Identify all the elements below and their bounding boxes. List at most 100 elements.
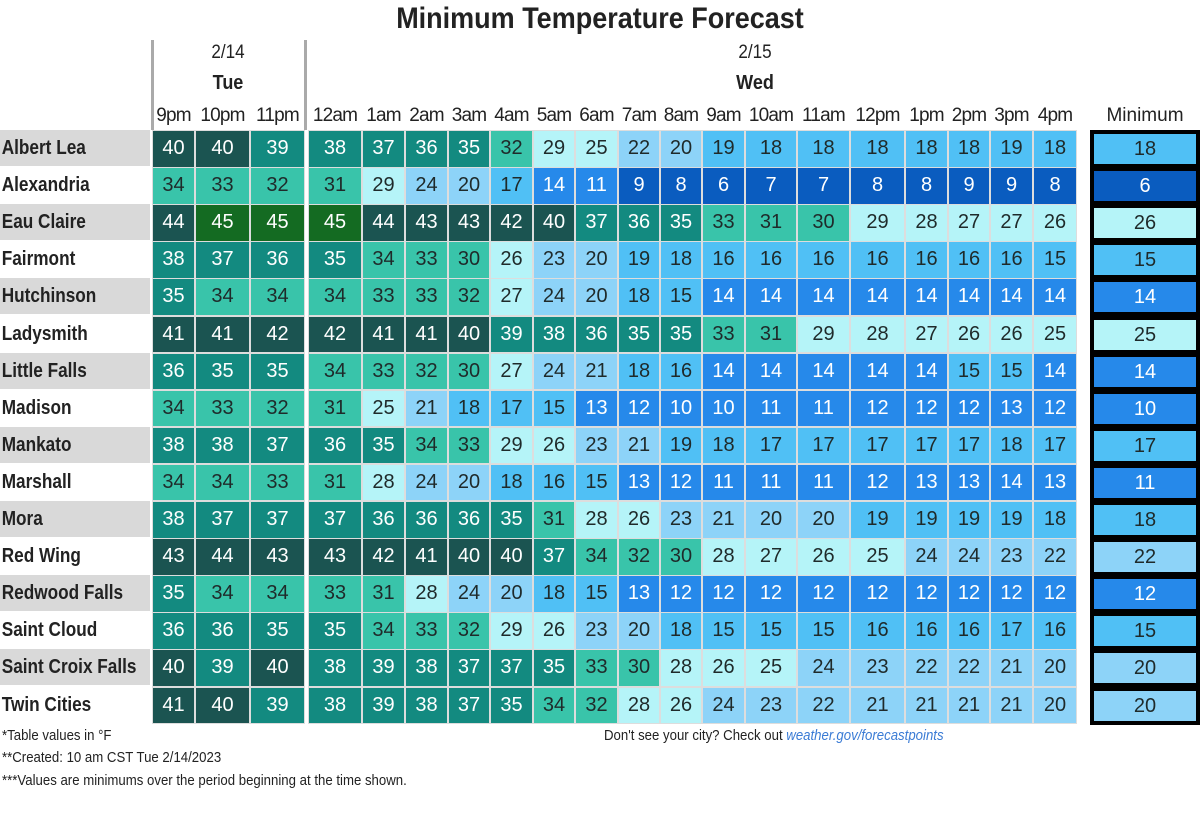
temperature-cell: 33 <box>702 204 745 242</box>
temperature-cell: 40 <box>448 315 490 354</box>
minimum-cell: 18 <box>1090 130 1200 169</box>
city-name: Redwood Falls <box>0 575 150 612</box>
temperature-cell: 20 <box>1033 649 1077 687</box>
temperature-cell: 36 <box>250 241 305 279</box>
city-name-text: Eau Claire <box>1 211 86 234</box>
column-header-6am: 6am <box>579 105 614 126</box>
temperature-cell: 19 <box>905 501 948 539</box>
temperature-cell: 18 <box>618 352 660 391</box>
temperature-cell: 12 <box>660 463 702 502</box>
temperature-cell: 33 <box>308 575 362 613</box>
temperature-cell: 16 <box>533 463 575 502</box>
temperature-cell: 18 <box>490 463 533 502</box>
city-name-text: Saint Croix Falls <box>1 656 137 679</box>
minimum-cell: 15 <box>1090 241 1200 280</box>
temperature-cell: 43 <box>152 538 195 576</box>
temperature-cell: 13 <box>1033 463 1077 502</box>
temperature-cell: 6 <box>702 167 745 205</box>
temperature-cell: 19 <box>990 130 1033 168</box>
temperature-cell: 29 <box>362 167 405 205</box>
temperature-cell: 30 <box>448 352 490 391</box>
column-header-4am: 4am <box>494 105 529 126</box>
temperature-cell: 31 <box>533 501 575 539</box>
temperature-cell: 18 <box>533 575 575 613</box>
minimum-cell: 25 <box>1090 315 1200 354</box>
temperature-cell: 23 <box>745 686 797 725</box>
temperature-cell: 15 <box>575 575 618 613</box>
temperature-cell: 38 <box>533 315 575 354</box>
day-divider <box>151 40 154 130</box>
temperature-cell: 41 <box>152 315 195 354</box>
column-header-4pm: 4pm <box>1037 105 1073 126</box>
temperature-cell: 21 <box>990 686 1033 725</box>
temperature-cell: 17 <box>797 426 850 465</box>
temperature-cell: 11 <box>797 389 850 428</box>
city-name: Saint Cloud <box>0 612 150 649</box>
minimum-cell: 17 <box>1090 426 1200 465</box>
city-name-text: Mankato <box>1 433 72 456</box>
city-name-text: Little Falls <box>1 359 87 382</box>
temperature-cell: 34 <box>405 426 448 465</box>
date-label-2: 2/15 <box>738 42 772 63</box>
temperature-cell: 21 <box>948 686 990 725</box>
temperature-cell: 18 <box>1033 501 1077 539</box>
temperature-cell: 38 <box>152 501 195 539</box>
temperature-cell: 26 <box>618 501 660 539</box>
minimum-cell: 12 <box>1090 575 1200 614</box>
temperature-cell: 34 <box>152 167 195 205</box>
city-name-text: Twin Cities <box>1 693 92 716</box>
column-header-5am: 5am <box>536 105 572 126</box>
temperature-cell: 41 <box>195 315 250 354</box>
temperature-cell: 16 <box>1033 612 1077 650</box>
column-header-1am: 1am <box>366 105 401 126</box>
temperature-cell: 37 <box>250 426 305 465</box>
temperature-cell: 32 <box>250 167 305 205</box>
city-name-text: Saint Cloud <box>1 619 98 642</box>
column-header-1pm: 1pm <box>909 105 944 126</box>
temperature-cell: 20 <box>797 501 850 539</box>
temperature-cell: 26 <box>533 612 575 650</box>
temperature-cell: 44 <box>152 204 195 242</box>
city-name: Alexandria <box>0 167 150 204</box>
temperature-cell: 35 <box>660 315 702 354</box>
temperature-cell: 39 <box>250 130 305 168</box>
temperature-cell: 18 <box>850 130 905 168</box>
temperature-cell: 17 <box>850 426 905 465</box>
temperature-cell: 35 <box>490 501 533 539</box>
temperature-cell: 18 <box>1033 130 1077 168</box>
temperature-cell: 24 <box>948 538 990 576</box>
temperature-cell: 14 <box>533 167 575 205</box>
temperature-cell: 35 <box>152 278 195 316</box>
city-name-text: Hutchinson <box>1 285 97 308</box>
temperature-cell: 15 <box>990 352 1033 391</box>
city-name-text: Alexandria <box>1 174 90 197</box>
temperature-cell: 28 <box>618 686 660 725</box>
column-header-10pm: 10pm <box>200 105 245 126</box>
temperature-cell: 45 <box>195 204 250 242</box>
temperature-cell: 35 <box>448 130 490 168</box>
temperature-cell: 27 <box>948 204 990 242</box>
temperature-cell: 35 <box>490 686 533 725</box>
temperature-cell: 37 <box>362 130 405 168</box>
city-name: Marshall <box>0 463 150 500</box>
temperature-cell: 24 <box>905 538 948 576</box>
temperature-cell: 14 <box>1033 278 1077 316</box>
temperature-cell: 12 <box>618 389 660 428</box>
city-name: Saint Croix Falls <box>0 649 150 686</box>
temperature-cell: 14 <box>745 352 797 391</box>
temperature-cell: 11 <box>745 463 797 502</box>
column-header-12pm: 12pm <box>855 105 900 126</box>
temperature-cell: 13 <box>618 575 660 613</box>
temperature-cell: 35 <box>195 352 250 391</box>
column-header-9pm: 9pm <box>156 105 191 126</box>
forecast-points-link[interactable]: weather.gov/forecastpoints <box>786 727 944 744</box>
temperature-cell: 19 <box>948 501 990 539</box>
temperature-cell: 17 <box>905 426 948 465</box>
temperature-cell: 30 <box>448 241 490 279</box>
temperature-cell: 24 <box>448 575 490 613</box>
temperature-cell: 25 <box>575 130 618 168</box>
temperature-cell: 34 <box>308 352 362 391</box>
temperature-cell: 33 <box>250 463 305 502</box>
temperature-cell: 31 <box>362 575 405 613</box>
temperature-cell: 26 <box>948 315 990 354</box>
